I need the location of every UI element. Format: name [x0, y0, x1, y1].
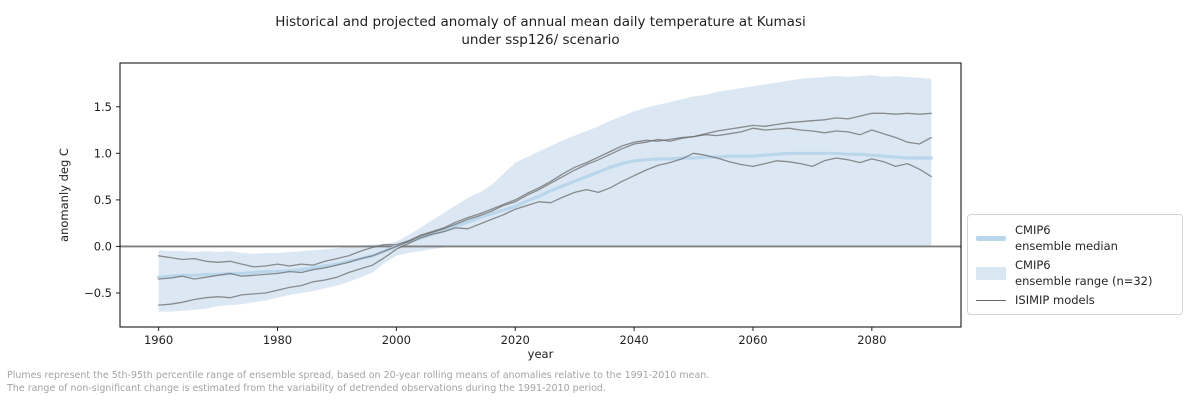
median-line-swatch — [976, 235, 1006, 241]
y-axis-label: anomanly deg C — [57, 148, 71, 242]
legend-label: ISIMIP models — [1015, 293, 1095, 307]
y-tick-label: 1.0 — [94, 146, 112, 160]
legend-item-isimip-models: ISIMIP models — [976, 292, 1174, 308]
x-tick-label: 2080 — [857, 333, 886, 347]
y-tick-label: 0.0 — [94, 239, 112, 253]
legend: CMIP6 ensemble median CMIP6 ensemble ran… — [967, 214, 1183, 315]
footnote-line2: The range of non-significant change is e… — [7, 383, 606, 394]
x-tick-label: 2040 — [619, 333, 648, 347]
model-line-swatch — [976, 299, 1006, 301]
footnote-line1: Plumes represent the 5th-95th percentile… — [7, 370, 710, 381]
x-axis-label: year — [527, 347, 554, 361]
plot-frame — [119, 62, 962, 328]
y-tick-label: 0.5 — [94, 193, 112, 207]
x-tick-label: 2060 — [738, 333, 767, 347]
x-tick-label: 1980 — [263, 333, 292, 347]
legend-label: CMIP6 — [1015, 223, 1051, 237]
y-tick-label: 1.5 — [94, 100, 112, 114]
legend-label: ensemble range (n=32) — [1015, 274, 1153, 288]
legend-label: ensemble median — [1015, 239, 1118, 253]
range-fill-swatch — [976, 266, 1006, 280]
x-tick-label: 2020 — [501, 333, 530, 347]
ensemble-median-line — [157, 151, 933, 279]
x-tick-label: 1960 — [144, 333, 173, 347]
chart-title-line1: Historical and projected anomaly of annu… — [275, 14, 806, 30]
isimip-model-line — [157, 152, 932, 306]
x-tick-label: 2000 — [382, 333, 411, 347]
footnote: Plumes represent the 5th-95th percentile… — [7, 369, 709, 395]
y-tick-label: −0.5 — [84, 286, 112, 300]
chart-title: Historical and projected anomaly of annu… — [120, 13, 961, 49]
chart-title-line2: under ssp126/ scenario — [461, 32, 620, 48]
isimip-model-line — [157, 112, 932, 268]
legend-item-ensemble-range: CMIP6 ensemble range (n=32) — [976, 257, 1174, 289]
legend-label: CMIP6 — [1015, 258, 1051, 272]
legend-item-ensemble-median: CMIP6 ensemble median — [976, 222, 1174, 254]
isimip-model-line — [157, 127, 932, 280]
